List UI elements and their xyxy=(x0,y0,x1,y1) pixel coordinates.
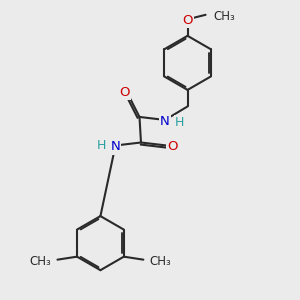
Text: N: N xyxy=(111,140,120,154)
Text: CH₃: CH₃ xyxy=(213,10,235,23)
Text: O: O xyxy=(119,86,130,99)
Text: O: O xyxy=(167,140,178,154)
Text: H: H xyxy=(96,139,106,152)
Text: CH₃: CH₃ xyxy=(149,255,171,268)
Text: H: H xyxy=(175,116,184,130)
Text: N: N xyxy=(160,115,170,128)
Text: O: O xyxy=(182,14,193,27)
Text: CH₃: CH₃ xyxy=(30,255,52,268)
